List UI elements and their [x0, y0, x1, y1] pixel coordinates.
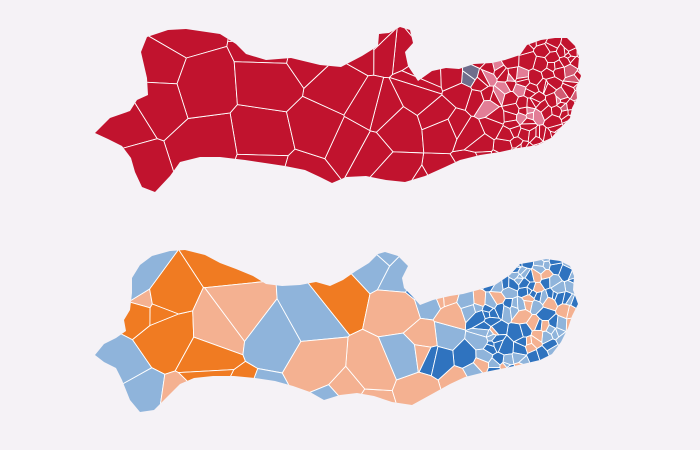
- bottom-municipality: [430, 345, 455, 381]
- top-municipality: [506, 72, 516, 82]
- bottom-municipality: [525, 334, 533, 346]
- bottom-municipality: [452, 338, 477, 369]
- top-municipality: [416, 94, 457, 131]
- top-municipality: [521, 117, 537, 125]
- top-municipality: [560, 102, 568, 112]
- bottom-municipality: [528, 289, 538, 299]
- top-municipality: [495, 125, 515, 142]
- top-municipality: [481, 69, 498, 87]
- top-municipality: [555, 42, 566, 59]
- top-municipality: [512, 83, 527, 98]
- top-municipality: [542, 79, 549, 95]
- bottom-municipality: [541, 338, 559, 352]
- top-municipality: [233, 61, 305, 113]
- top-municipality: [573, 70, 581, 86]
- bottom-municipality: [362, 289, 421, 338]
- top-municipality: [552, 66, 566, 82]
- bottom-municipality: [483, 316, 502, 327]
- bottom-municipality: [509, 305, 520, 321]
- bottom-municipality: [149, 303, 179, 326]
- top-municipality: [229, 104, 296, 157]
- bottom-municipality: [432, 302, 467, 331]
- top-municipality: [388, 76, 443, 116]
- bottom-municipality: [518, 277, 531, 289]
- bottom-municipality: [414, 344, 432, 373]
- top-municipality: [343, 74, 385, 131]
- top-municipality: [560, 82, 576, 100]
- bottom-municipality: [525, 314, 540, 332]
- bottom-municipality: [482, 343, 498, 356]
- bottom-municipality: [377, 332, 419, 381]
- bottom-municipality: [508, 276, 520, 292]
- bottom-municipality: [542, 296, 559, 312]
- bottom-municipality: [550, 280, 567, 294]
- top-municipality: [529, 90, 547, 103]
- top-municipality: [532, 108, 545, 126]
- bottom-municipality: [491, 351, 505, 366]
- bottom-municipality: [540, 319, 550, 332]
- bottom-municipality: [539, 288, 549, 306]
